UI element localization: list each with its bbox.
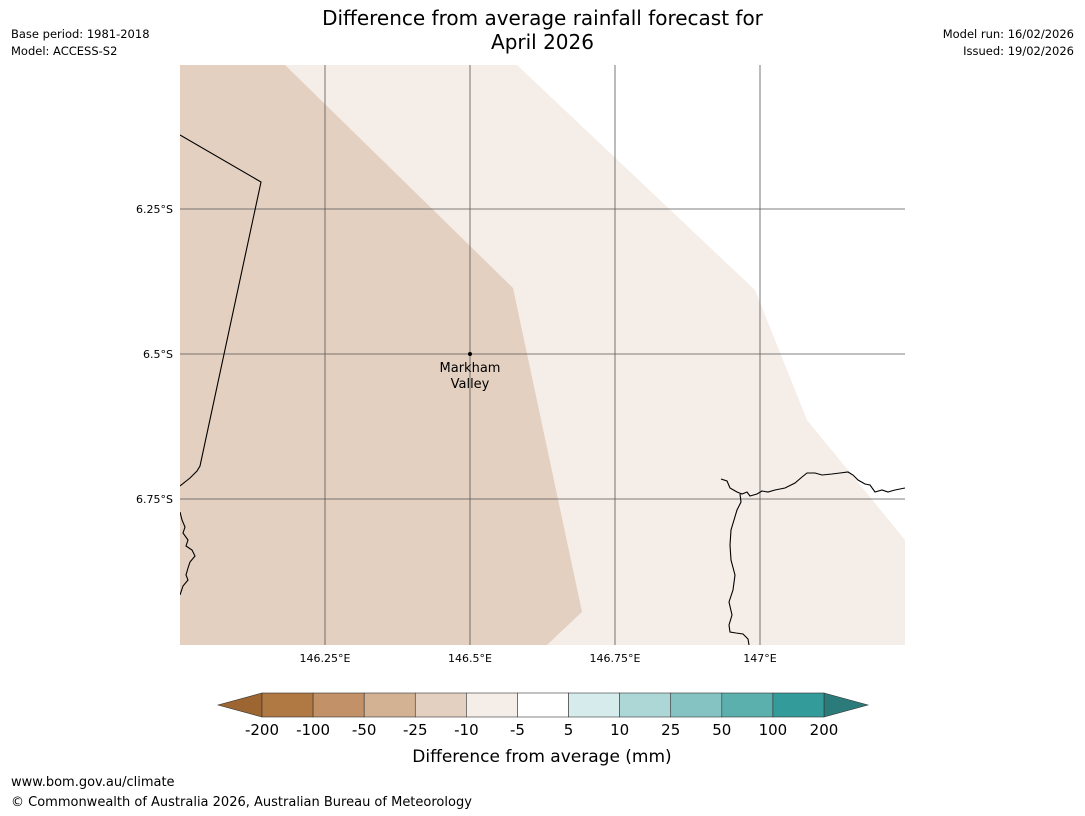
colorbar-over-arrow [823,692,870,718]
lon-label-2: 146.5°E [448,652,492,665]
lat-label-1: 6.25°S [136,203,173,216]
lon-label-3: 146.75°E [590,652,641,665]
colorbar-segment [670,692,723,718]
colorbar-segment [261,692,314,718]
region-minus25-to-minus10 [180,65,582,645]
place-label-line-1: Markham [440,361,501,376]
colorbar-tick-label: -50 [352,721,377,739]
lat-label-2: 6.5°S [143,348,173,361]
model-name: Model: ACCESS-S2 [11,44,118,58]
title-line-2: April 2026 [491,30,594,54]
colorbar-under-arrow [216,692,263,718]
footer-url: www.bom.gov.au/climate [11,775,175,790]
colorbar-tick-label: 25 [661,721,680,739]
lon-label-4: 147°E [743,652,776,665]
chart-title: Difference from average rainfall forecas… [0,6,1085,54]
base-period: Base period: 1981-2018 [11,27,150,41]
colorbar-segment [619,692,672,718]
colorbar-tick-label: -200 [245,721,279,739]
lon-label-1: 146.25°E [300,652,351,665]
place-label-line-2: Valley [451,377,490,392]
run-info: Model run: 16/02/2026 Issued: 19/02/2026 [943,26,1074,60]
issued-date: Issued: 19/02/2026 [963,44,1074,58]
coastline [180,134,905,645]
coast-north [720,471,905,497]
title-line-1: Difference from average rainfall forecas… [322,6,763,30]
colorbar-segment [772,692,825,718]
boundary-line [180,134,262,487]
colorbar-segment [363,692,416,718]
colorbar-tick-label: 200 [810,721,839,739]
footer-copyright: © Commonwealth of Australia 2026, Austra… [11,795,472,810]
colorbar-segment [517,692,569,718]
colorbar-tick-label: -25 [403,721,428,739]
colorbar-tick-label: -10 [454,721,479,739]
colorbar-segments [261,692,825,718]
colorbar: -200 -100 -50 -25 -10 -5 5 10 25 50 100 200 [216,692,870,739]
colorbar-segment [466,692,518,718]
lat-label-3: 6.75°S [136,493,173,506]
colorbar-segment [312,692,365,718]
colorbar-segment [721,692,774,718]
colorbar-label: Difference from average (mm) [412,747,671,767]
colorbar-tick-label: 50 [712,721,731,739]
colorbar-tick-label: 100 [759,721,788,739]
model-info: Base period: 1981-2018 Model: ACCESS-S2 [11,26,150,60]
region-fill-lower [547,540,905,645]
colorbar-segment [414,692,467,718]
map-area [180,65,905,645]
map-blank-area [517,65,905,540]
river [728,493,750,645]
colorbar-tick-label: -100 [296,721,330,739]
colorbar-tick-label: 5 [564,721,574,739]
colorbar-tick-label: -5 [510,721,525,739]
coast-west [180,511,196,596]
colorbar-ticks: -200 -100 -50 -25 -10 -5 5 10 25 50 100 200 [245,721,838,739]
model-run: Model run: 16/02/2026 [942,27,1074,41]
colorbar-segment [568,692,620,718]
place-marker [468,352,472,356]
colorbar-tick-label: 10 [610,721,629,739]
